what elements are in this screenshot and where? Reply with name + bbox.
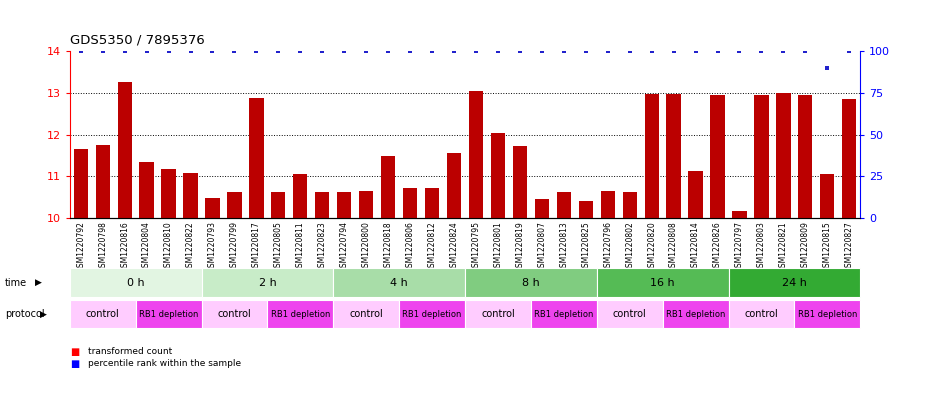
Bar (183, 173, 198, 218)
Bar (315, 192, 329, 218)
Bar (162, 169, 176, 218)
Text: percentile rank within the sample: percentile rank within the sample (88, 359, 242, 368)
Bar (491, 132, 505, 218)
Text: RB1 depletion: RB1 depletion (139, 310, 198, 318)
Bar (798, 95, 813, 218)
Text: RB1 depletion: RB1 depletion (666, 310, 725, 318)
Bar (96, 145, 110, 218)
Text: control: control (350, 309, 383, 319)
Bar (381, 156, 395, 218)
Bar (469, 91, 483, 218)
Bar (512, 146, 527, 218)
Bar (578, 200, 593, 218)
Bar (272, 192, 286, 218)
Bar (732, 211, 747, 218)
Bar (249, 98, 263, 218)
Bar (140, 162, 153, 218)
Text: ▶: ▶ (40, 310, 46, 318)
Bar (644, 94, 658, 218)
Text: RB1 depletion: RB1 depletion (798, 310, 857, 318)
Bar (73, 149, 87, 218)
Text: ▶: ▶ (35, 278, 42, 287)
Bar (227, 192, 242, 218)
Text: 24 h: 24 h (782, 277, 807, 288)
Bar (206, 198, 219, 218)
Text: control: control (481, 309, 515, 319)
Bar (688, 171, 703, 218)
Text: 0 h: 0 h (126, 277, 144, 288)
Text: control: control (613, 309, 646, 319)
Text: 4 h: 4 h (391, 277, 408, 288)
Bar (777, 93, 790, 218)
Text: protocol: protocol (5, 309, 45, 319)
Bar (601, 191, 615, 218)
Text: transformed count: transformed count (88, 347, 173, 356)
Text: control: control (86, 309, 120, 319)
Bar (447, 153, 461, 218)
Bar (622, 192, 637, 218)
Text: time: time (5, 277, 27, 288)
Text: RB1 depletion: RB1 depletion (403, 310, 462, 318)
Bar (557, 192, 571, 218)
Text: 8 h: 8 h (522, 277, 539, 288)
Text: 2 h: 2 h (259, 277, 276, 288)
Bar (843, 99, 857, 218)
Bar (337, 192, 352, 218)
Bar (293, 174, 308, 218)
Text: GDS5350 / 7895376: GDS5350 / 7895376 (70, 33, 205, 46)
Text: RB1 depletion: RB1 depletion (271, 310, 330, 318)
Bar (425, 188, 439, 218)
Text: 16 h: 16 h (650, 277, 675, 288)
Bar (711, 95, 724, 218)
Text: ■: ■ (70, 358, 79, 369)
Bar (359, 191, 373, 218)
Text: ■: ■ (70, 347, 79, 357)
Text: control: control (745, 309, 778, 319)
Bar (403, 188, 418, 218)
Bar (117, 83, 132, 218)
Bar (535, 199, 549, 218)
Bar (667, 94, 681, 218)
Bar (754, 95, 768, 218)
Text: RB1 depletion: RB1 depletion (534, 310, 593, 318)
Bar (820, 174, 834, 218)
Text: control: control (218, 309, 251, 319)
